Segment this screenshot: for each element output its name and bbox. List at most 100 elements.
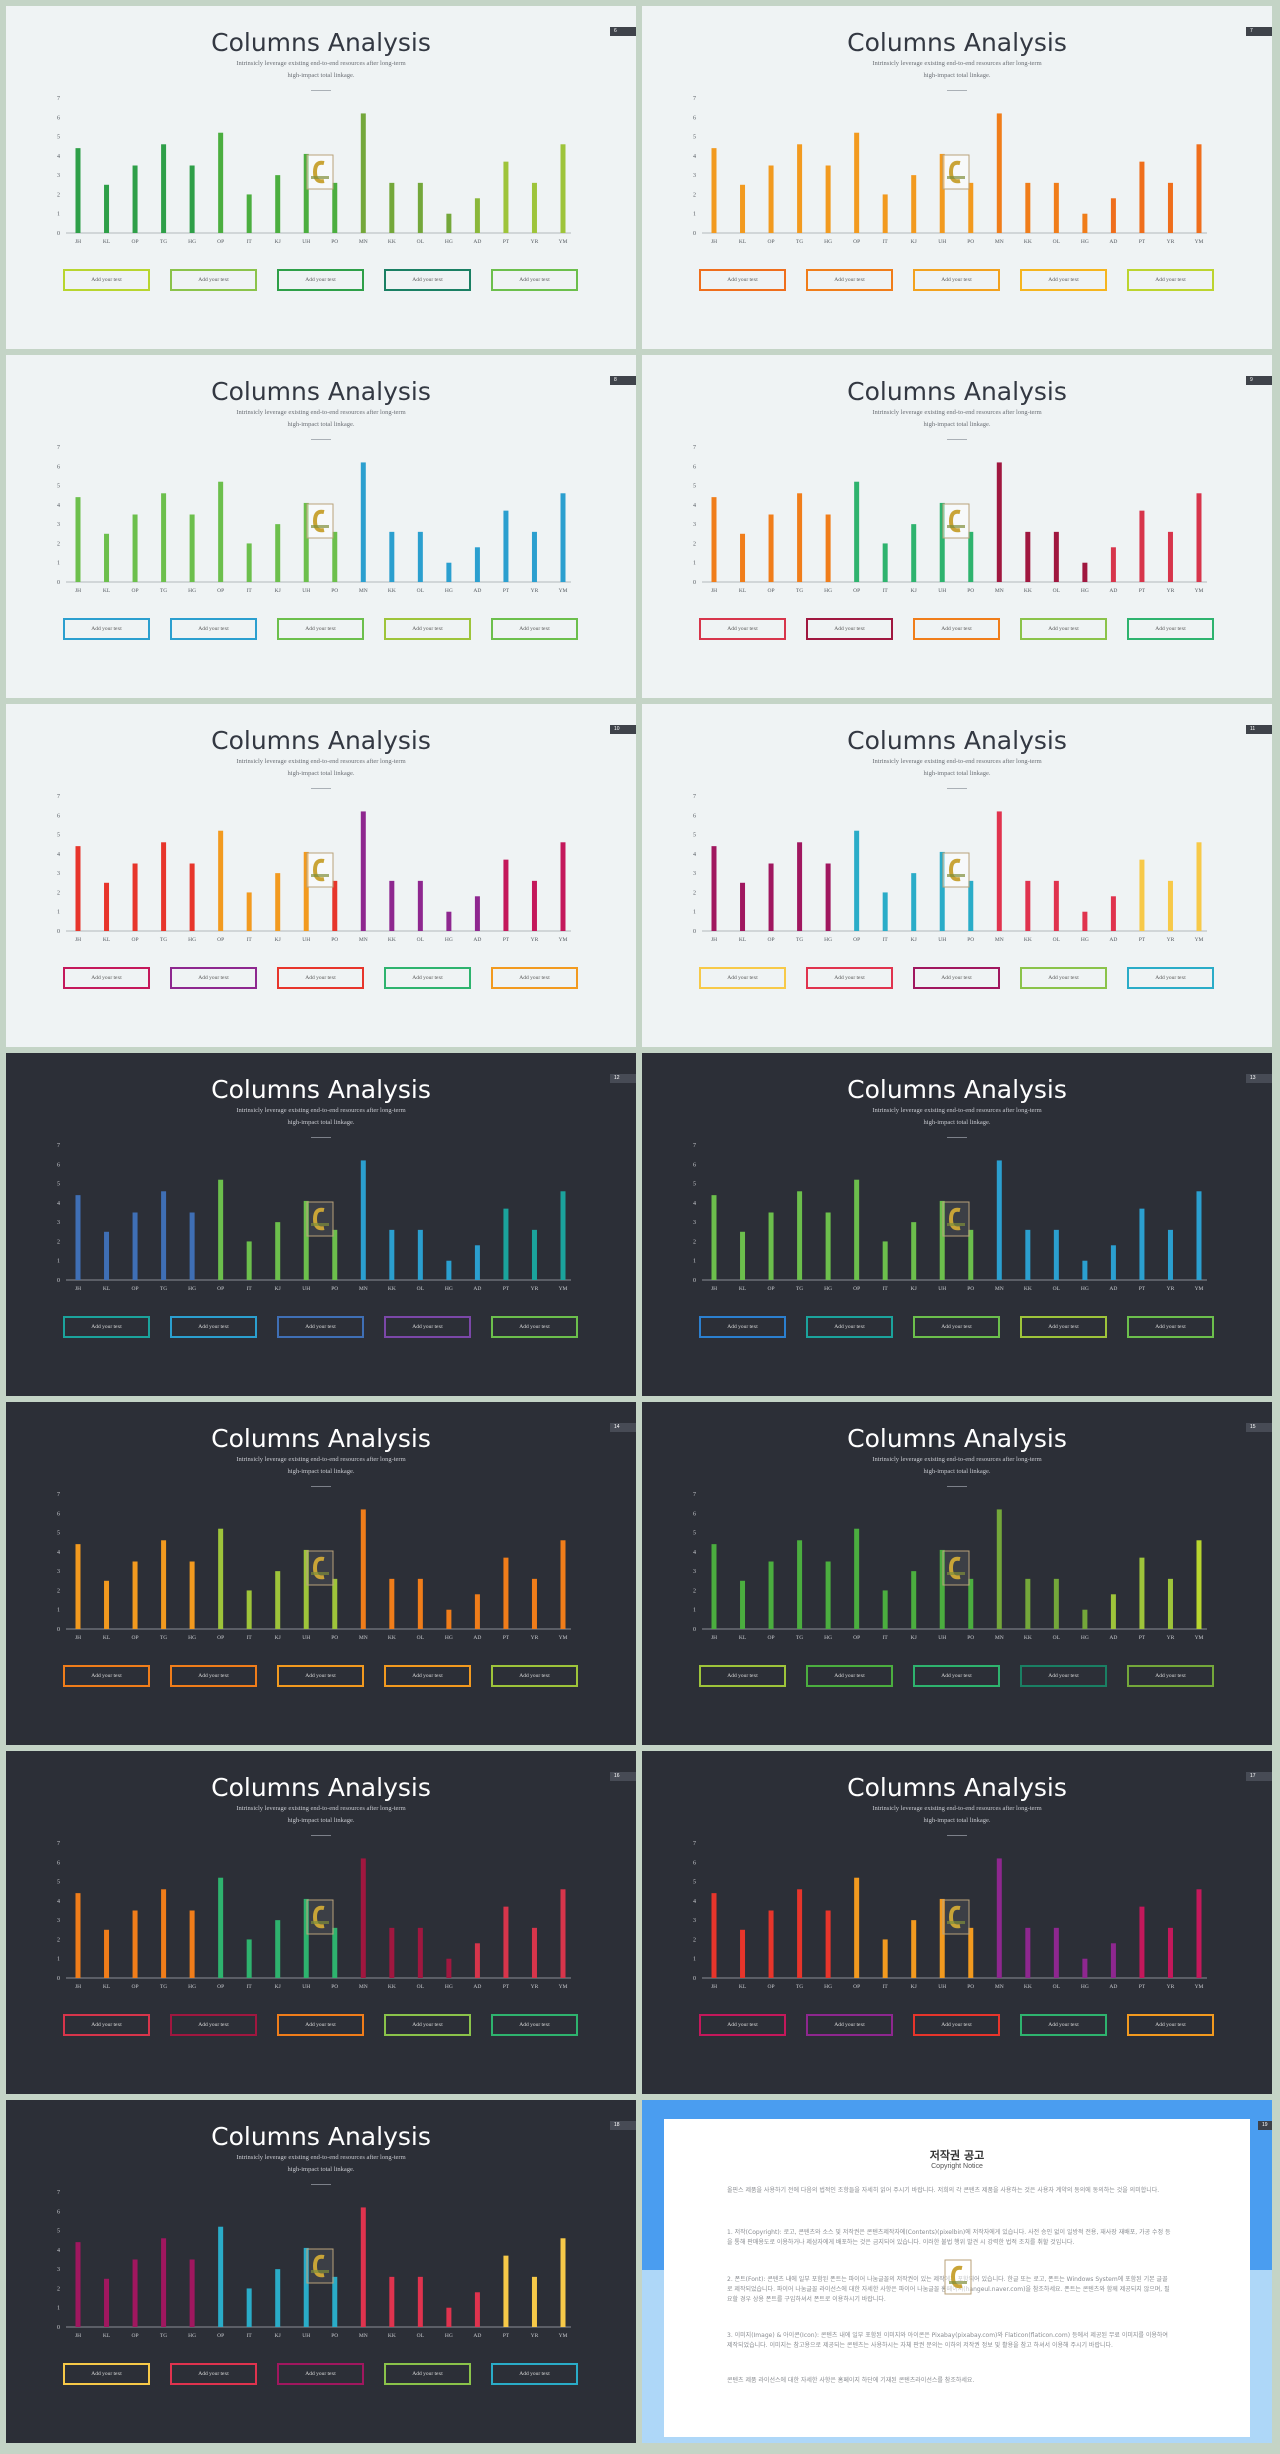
text-box-4[interactable]: Add your text bbox=[1020, 1316, 1107, 1338]
text-box-2[interactable]: Add your text bbox=[806, 967, 893, 989]
text-box-3[interactable]: Add your text bbox=[913, 1665, 1000, 1687]
text-box-3[interactable]: Add your text bbox=[913, 269, 1000, 291]
text-box-3[interactable]: Add your text bbox=[277, 269, 364, 291]
text-box-1[interactable]: Add your text bbox=[63, 2014, 150, 2036]
y-tick-label: 6 bbox=[693, 464, 696, 470]
text-box-3[interactable]: Add your text bbox=[913, 1316, 1000, 1338]
text-box-4[interactable]: Add your text bbox=[384, 1665, 471, 1687]
text-box-4[interactable]: Add your text bbox=[1020, 967, 1107, 989]
text-box-4[interactable]: Add your text bbox=[384, 2363, 471, 2385]
x-tick-label: HG bbox=[445, 239, 453, 245]
text-box-2[interactable]: Add your text bbox=[170, 618, 257, 640]
text-box-1[interactable]: Add your text bbox=[63, 618, 150, 640]
slide-9[interactable]: Columns Analysis Intrinsicly leverage exi… bbox=[6, 1402, 636, 1745]
slide-5[interactable]: Columns Analysis Intrinsicly leverage exi… bbox=[6, 704, 636, 1047]
text-box-5[interactable]: Add your text bbox=[1127, 269, 1214, 291]
slide-8[interactable]: Columns Analysis Intrinsicly leverage exi… bbox=[642, 1053, 1272, 1396]
text-box-2[interactable]: Add your text bbox=[170, 2363, 257, 2385]
text-box-1[interactable]: Add your text bbox=[63, 269, 150, 291]
text-box-4[interactable]: Add your text bbox=[1020, 618, 1107, 640]
slide-6[interactable]: Columns Analysis Intrinsicly leverage exi… bbox=[642, 704, 1272, 1047]
text-box-3[interactable]: Add your text bbox=[913, 618, 1000, 640]
x-tick-label: HG bbox=[1081, 588, 1089, 594]
text-box-5[interactable]: Add your text bbox=[491, 1316, 578, 1338]
text-box-3[interactable]: Add your text bbox=[277, 1665, 364, 1687]
text-box-4[interactable]: Add your text bbox=[1020, 2014, 1107, 2036]
x-tick-label: KL bbox=[739, 937, 747, 943]
bar bbox=[132, 1212, 138, 1280]
text-box-4[interactable]: Add your text bbox=[1020, 1665, 1107, 1687]
y-tick-label: 4 bbox=[57, 852, 60, 858]
text-box-2[interactable]: Add your text bbox=[806, 1316, 893, 1338]
text-box-2[interactable]: Add your text bbox=[170, 2014, 257, 2036]
x-tick-label: TG bbox=[796, 588, 803, 594]
text-box-4[interactable]: Add your text bbox=[384, 618, 471, 640]
slide-13[interactable]: Columns Analysis Intrinsicly leverage exi… bbox=[6, 2100, 636, 2443]
text-box-1[interactable]: Add your text bbox=[63, 1316, 150, 1338]
text-box-1[interactable]: Add your text bbox=[63, 967, 150, 989]
text-box-2[interactable]: Add your text bbox=[806, 618, 893, 640]
slide-4[interactable]: Columns Analysis Intrinsicly leverage exi… bbox=[642, 355, 1272, 698]
text-box-4[interactable]: Add your text bbox=[384, 269, 471, 291]
bar bbox=[1110, 547, 1116, 582]
text-box-5[interactable]: Add your text bbox=[491, 967, 578, 989]
text-box-3[interactable]: Add your text bbox=[277, 2014, 364, 2036]
slide-10[interactable]: Columns Analysis Intrinsicly leverage exi… bbox=[642, 1402, 1272, 1745]
bar bbox=[303, 153, 309, 233]
text-box-5[interactable]: Add your text bbox=[491, 2014, 578, 2036]
text-box-2[interactable]: Add your text bbox=[806, 269, 893, 291]
slide-12[interactable]: Columns Analysis Intrinsicly leverage exi… bbox=[642, 1751, 1272, 2094]
bar bbox=[246, 2288, 252, 2327]
bar bbox=[1110, 1943, 1116, 1978]
text-box-1[interactable]: Add your text bbox=[699, 1316, 786, 1338]
slide-7[interactable]: Columns Analysis Intrinsicly leverage exi… bbox=[6, 1053, 636, 1396]
text-box-5[interactable]: Add your text bbox=[1127, 618, 1214, 640]
y-tick-label: 5 bbox=[57, 2229, 60, 2235]
text-box-5[interactable]: Add your text bbox=[1127, 1665, 1214, 1687]
text-box-3[interactable]: Add your text bbox=[277, 1316, 364, 1338]
x-tick-label: PT bbox=[1139, 239, 1146, 245]
text-box-4[interactable]: Add your text bbox=[384, 967, 471, 989]
text-box-3[interactable]: Add your text bbox=[277, 618, 364, 640]
text-box-2[interactable]: Add your text bbox=[170, 269, 257, 291]
bar bbox=[104, 1231, 110, 1280]
text-box-5[interactable]: Add your text bbox=[1127, 2014, 1214, 2036]
text-box-3[interactable]: Add your text bbox=[277, 967, 364, 989]
slide-3[interactable]: Columns Analysis Intrinsicly leverage exi… bbox=[6, 355, 636, 698]
text-box-2[interactable]: Add your text bbox=[806, 2014, 893, 2036]
x-tick-label: OP bbox=[217, 588, 224, 594]
text-box-2[interactable]: Add your text bbox=[170, 1316, 257, 1338]
slide-2[interactable]: Columns Analysis Intrinsicly leverage exi… bbox=[642, 6, 1272, 349]
bar bbox=[360, 462, 366, 582]
text-box-5[interactable]: Add your text bbox=[491, 2363, 578, 2385]
text-box-1[interactable]: Add your text bbox=[699, 1665, 786, 1687]
x-tick-label: TG bbox=[160, 1286, 167, 1292]
text-box-5[interactable]: Add your text bbox=[1127, 1316, 1214, 1338]
slide-1[interactable]: Columns Analysis Intrinsicly leverage exi… bbox=[6, 6, 636, 349]
text-box-1[interactable]: Add your text bbox=[699, 618, 786, 640]
bar bbox=[503, 1557, 509, 1629]
bar bbox=[1025, 182, 1031, 233]
slide-title: Columns Analysis bbox=[211, 2122, 431, 2151]
text-box-2[interactable]: Add your text bbox=[170, 1665, 257, 1687]
text-box-5[interactable]: Add your text bbox=[1127, 967, 1214, 989]
slide-11[interactable]: Columns Analysis Intrinsicly leverage exi… bbox=[6, 1751, 636, 2094]
text-box-3[interactable]: Add your text bbox=[913, 2014, 1000, 2036]
text-box-1[interactable]: Add your text bbox=[699, 967, 786, 989]
text-box-1[interactable]: Add your text bbox=[699, 269, 786, 291]
text-box-3[interactable]: Add your text bbox=[277, 2363, 364, 2385]
text-box-4[interactable]: Add your text bbox=[1020, 269, 1107, 291]
text-box-5[interactable]: Add your text bbox=[491, 618, 578, 640]
text-box-3[interactable]: Add your text bbox=[913, 967, 1000, 989]
text-box-1[interactable]: Add your text bbox=[63, 2363, 150, 2385]
text-box-4[interactable]: Add your text bbox=[384, 2014, 471, 2036]
text-box-5[interactable]: Add your text bbox=[491, 1665, 578, 1687]
text-box-1[interactable]: Add your text bbox=[699, 2014, 786, 2036]
text-box-5[interactable]: Add your text bbox=[491, 269, 578, 291]
x-tick-label: TG bbox=[160, 937, 167, 943]
text-box-1[interactable]: Add your text bbox=[63, 1665, 150, 1687]
y-tick-label: 0 bbox=[693, 1976, 696, 1982]
text-box-2[interactable]: Add your text bbox=[806, 1665, 893, 1687]
text-box-2[interactable]: Add your text bbox=[170, 967, 257, 989]
text-box-4[interactable]: Add your text bbox=[384, 1316, 471, 1338]
